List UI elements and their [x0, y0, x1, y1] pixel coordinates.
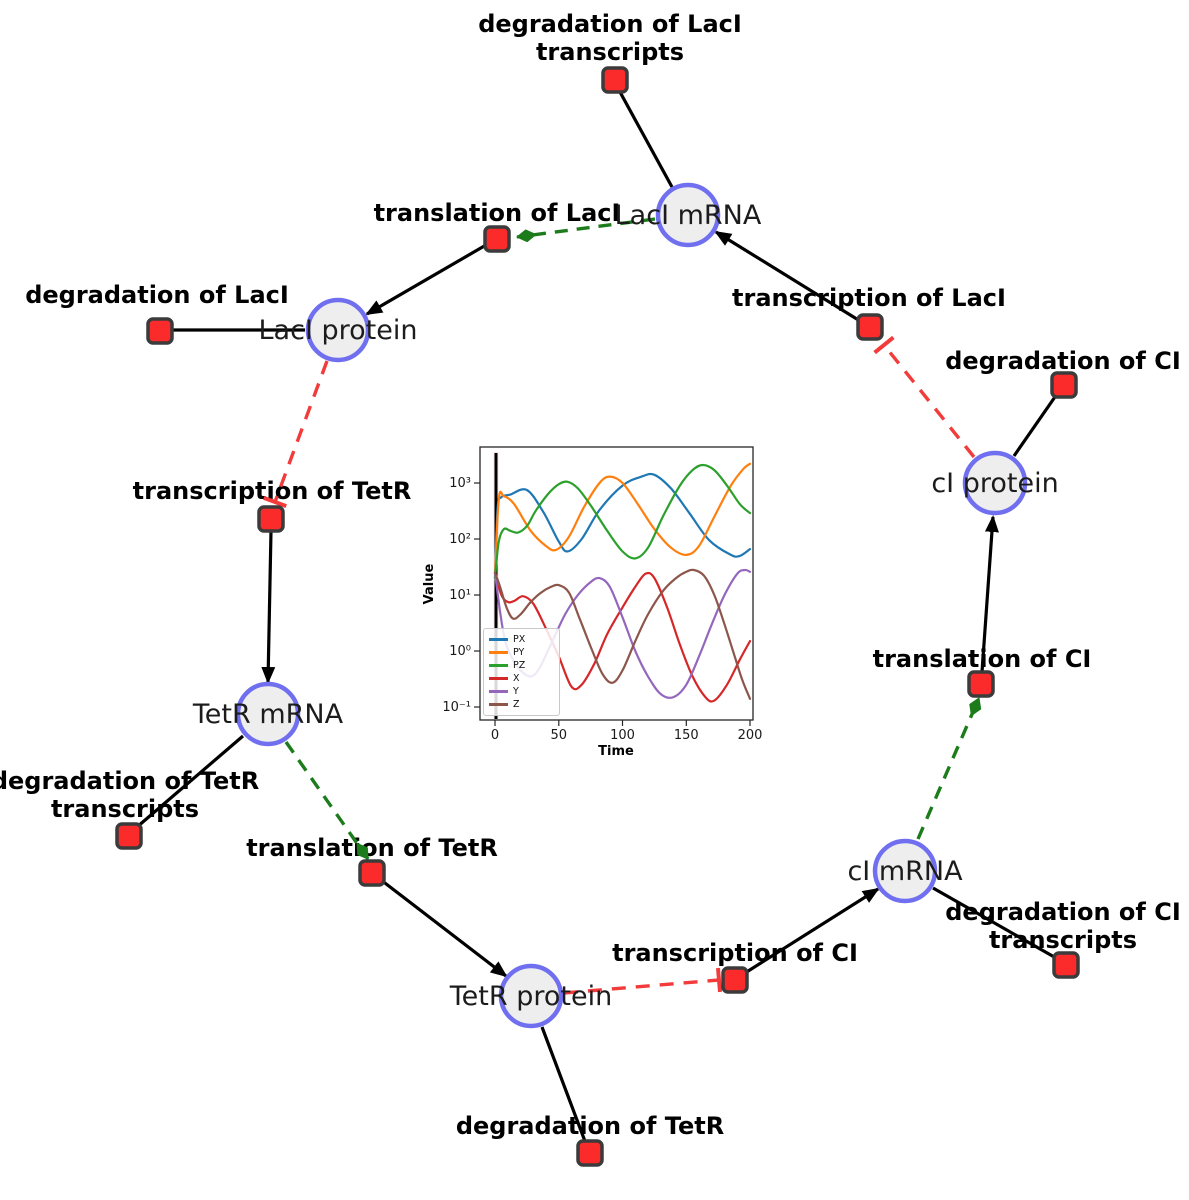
species-node-cI-mrna[interactable]	[872, 838, 938, 904]
legend-item: PY	[489, 646, 554, 659]
reaction-nodes	[115, 66, 1080, 1167]
series-line-PZ	[493, 463, 752, 580]
reaction-labels: degradation of LacI transcripts translat…	[0, 10, 1181, 1140]
x-tick: 200	[738, 728, 763, 743]
edge-tetR-mrna-degradation-transcripts	[135, 734, 245, 829]
modifier-edge-tetR-mrna-to-translation	[284, 741, 370, 860]
species-label: LacI protein	[259, 315, 418, 346]
edge-transcription-cI-to-cI-mrna	[744, 887, 880, 975]
legend-item: PX	[489, 633, 554, 646]
reaction-node-translation-lacI[interactable]	[483, 225, 511, 253]
reaction-node-degradation-lacI-transcripts[interactable]	[601, 66, 629, 94]
species-node-tetR-mrna[interactable]	[235, 681, 301, 747]
inhibition-edge-tetR-protein-to-transcription-cI	[563, 967, 722, 995]
x-tick: 150	[674, 728, 699, 743]
reaction-node-transcription-tetR[interactable]	[257, 505, 285, 533]
series-line-PX	[493, 472, 752, 580]
reaction-label: degradation of TetR	[0, 767, 259, 795]
chart-legend: PX PY PZ X Y Z	[483, 628, 560, 716]
legend-item: X	[489, 672, 554, 685]
legend-item: Y	[489, 685, 554, 698]
legend-line-swatch	[489, 664, 508, 667]
series-line-Z	[493, 568, 752, 700]
x-tick: 50	[551, 728, 568, 743]
legend-label: PZ	[513, 659, 526, 671]
x-axis-label: Time	[598, 744, 634, 759]
series-line-X	[493, 571, 752, 703]
edge-tetR-protein-degradation	[540, 1026, 588, 1145]
edge-translation-cI-to-cI-protein	[980, 515, 999, 673]
y-tick: 10⁻¹	[442, 700, 471, 715]
legend-item: PZ	[489, 659, 554, 672]
x-tick: 100	[610, 728, 635, 743]
y-tick: 10²	[449, 532, 471, 547]
edge-transcription-lacI-to-lacI-mrna	[714, 230, 861, 323]
reaction-label: transcription of TetR	[133, 477, 412, 505]
reaction-label: transcripts	[536, 38, 684, 66]
reaction-node-translation-cI[interactable]	[967, 670, 995, 698]
reaction-node-transcription-cI[interactable]	[721, 966, 749, 994]
edge-transcription-tetR-to-tetR-mrna	[261, 530, 276, 684]
reaction-node-degradation-tetR-transcripts[interactable]	[115, 822, 143, 850]
reaction-node-degradation-cI[interactable]	[1050, 371, 1078, 399]
legend-label: X	[513, 672, 520, 684]
edge-cI-protein-degradation	[1012, 393, 1059, 457]
species-node-lacI-protein[interactable]	[305, 297, 371, 363]
species-label: TetR protein	[449, 981, 612, 1012]
legend-line-swatch	[489, 651, 508, 654]
edge-translation-tetR-to-tetR-protein	[380, 878, 508, 978]
series-line-PY	[493, 462, 752, 580]
y-axis: 10⁻¹ 10⁰ 10¹ 10² 10³ Value	[422, 476, 480, 715]
legend-label: PY	[513, 646, 525, 658]
modifier-edge-cI-mrna-to-translation	[916, 697, 982, 840]
legend-line-swatch	[489, 638, 508, 641]
species-node-cI-protein[interactable]	[962, 450, 1028, 516]
reaction-label: translation of TetR	[246, 834, 498, 862]
x-tick: 0	[491, 728, 499, 743]
legend-label: PX	[513, 633, 526, 645]
edge-translation-lacI-to-lacI-protein	[365, 243, 487, 316]
reaction-label: degradation of CI	[945, 347, 1181, 375]
inhibition-edge-lacI-protein-to-transcription-tetR	[263, 360, 329, 509]
reaction-node-degradation-lacI[interactable]	[146, 317, 174, 345]
legend-line-swatch	[489, 703, 508, 706]
legend-label: Z	[513, 698, 520, 710]
y-tick: 10⁰	[449, 644, 471, 659]
y-tick: 10³	[449, 476, 471, 491]
reaction-node-transcription-lacI[interactable]	[856, 313, 884, 341]
species-node-lacI-mrna[interactable]	[655, 182, 721, 248]
reaction-label: degradation of LacI	[478, 10, 742, 38]
legend-line-swatch	[489, 677, 508, 680]
reaction-node-translation-tetR[interactable]	[358, 859, 386, 887]
edge-cI-mrna-degradation-transcripts	[932, 886, 1057, 960]
reaction-label: degradation of CI	[945, 898, 1181, 926]
inset-chart: 0 50 100 150 200 Time 10⁻¹ 10⁰ 10¹ 10² 1…	[422, 446, 763, 759]
reaction-label: transcription of LacI	[732, 284, 1006, 312]
reaction-label: transcription of CI	[612, 939, 858, 967]
edges	[135, 91, 1059, 1145]
reaction-label: transcripts	[989, 926, 1137, 954]
modifier-edge-lacI-mrna-to-translation	[516, 217, 656, 243]
x-axis: 0 50 100 150 200 Time	[491, 720, 763, 759]
y-tick: 10¹	[449, 588, 471, 603]
legend-item: Z	[489, 698, 554, 711]
species-label: LacI mRNA	[615, 200, 762, 231]
edge-lacI-mrna-degradation-transcripts	[618, 91, 674, 188]
reaction-label: translation of LacI	[374, 199, 621, 227]
species-label: cI protein	[931, 468, 1058, 499]
species-node-tetR-protein[interactable]	[498, 963, 564, 1029]
reaction-label: degradation of LacI	[25, 281, 289, 309]
species-label: TetR mRNA	[192, 699, 344, 730]
reaction-node-degradation-cI-transcripts[interactable]	[1052, 951, 1080, 979]
reaction-label: transcripts	[51, 795, 199, 823]
reaction-label: degradation of TetR	[456, 1112, 724, 1140]
species-label: cI mRNA	[847, 856, 963, 887]
legend-label: Y	[513, 685, 519, 697]
legend-line-swatch	[489, 690, 508, 693]
species-nodes: LacI mRNA LacI protein TetR mRNA TetR pr…	[192, 182, 1059, 1029]
reaction-node-degradation-tetR[interactable]	[576, 1139, 604, 1167]
y-axis-label: Value	[422, 563, 437, 604]
